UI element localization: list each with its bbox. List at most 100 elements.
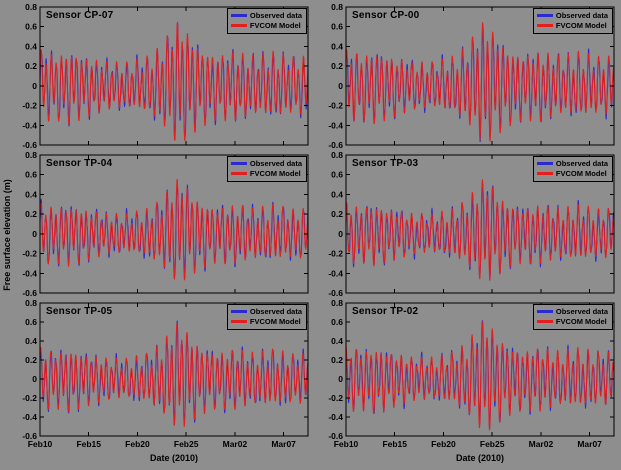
panel-title: Sensor CP-00 [352, 10, 420, 21]
model-swatch [230, 24, 247, 28]
legend: Observed data FVCOM Model [226, 304, 307, 330]
legend-row-observed: Observed data [230, 11, 302, 21]
panel-title: Sensor TP-05 [46, 306, 113, 317]
model-line [39, 21, 309, 141]
model-swatch [536, 172, 553, 176]
panel-title: Sensor TP-03 [352, 158, 419, 169]
legend-model-label: FVCOM Model [249, 20, 301, 30]
y-tick-label: -0.6 [22, 431, 37, 441]
y-tick-label: 0.4 [25, 336, 37, 346]
panel-sensor-tp-05: Feb10 Feb15 Feb20 Feb25 Mar02 Mar07 0.8 0.6 0.4 0… [13, 298, 313, 468]
x-tick-label: Feb20 [431, 439, 456, 449]
panel-title: Sensor TP-04 [46, 158, 113, 169]
x-tick-label: Feb15 [382, 439, 407, 449]
legend: Observed data FVCOM Model [226, 8, 307, 34]
model-swatch [536, 320, 553, 324]
legend-model-label: FVCOM Model [249, 316, 301, 326]
y-tick-label: 0.6 [25, 22, 37, 32]
y-tick-label: 0.8 [25, 298, 37, 308]
legend-row-model: FVCOM Model [536, 317, 608, 327]
y-tick-label: 0.6 [331, 22, 343, 32]
x-tick-label: Mar07 [577, 439, 602, 449]
y-tick-label: -0.2 [22, 249, 37, 259]
panel-sensor-tp-03: 0.8 0.6 0.4 0.2 0 -0.2 -0.4 -0.6 Sensor TP-03 O… [319, 150, 619, 298]
y-tick-label: -0.6 [328, 288, 343, 298]
x-axis-label: Date (2010) [456, 453, 504, 463]
y-tick-label: -0.4 [328, 120, 343, 130]
y-tick-label: 0.6 [331, 317, 343, 327]
y-tick-label: -0.6 [328, 431, 343, 441]
legend-row-observed: Observed data [536, 159, 608, 169]
y-tick-label: -0.2 [22, 393, 37, 403]
model-swatch [536, 24, 553, 28]
plot-area: Feb10 Feb15 Feb20 Feb25 Mar02 Mar07 0.8 0.6 0.4 0… [328, 298, 615, 463]
x-tick-label: Feb25 [174, 439, 199, 449]
y-tick-label: 0 [32, 374, 37, 384]
model-swatch [230, 172, 247, 176]
x-tick-label: Feb10 [334, 439, 359, 449]
legend-row-model: FVCOM Model [230, 20, 302, 31]
y-tick-label: 0.4 [331, 336, 343, 346]
model-swatch [230, 320, 247, 324]
y-tick-label: -0.6 [22, 288, 37, 298]
observed-swatch [536, 162, 553, 166]
y-tick-label: 0.6 [25, 317, 37, 327]
observed-swatch [230, 310, 247, 314]
y-tick-label: -0.4 [22, 412, 37, 422]
axes-box [39, 6, 309, 146]
observed-swatch [230, 14, 247, 18]
y-tick-label: -0.6 [22, 140, 37, 150]
y-tick-label: 0.8 [331, 150, 343, 160]
plot-area: 0.8 0.6 0.4 0.2 0 -0.2 -0.4 -0.6 [22, 2, 309, 150]
panel-sensor-cp-00: 0.8 0.6 0.4 0.2 0 -0.2 -0.4 -0.6 Sensor CP-00 O… [319, 2, 619, 150]
model-line [345, 320, 615, 431]
model-line [39, 178, 309, 281]
model-line [345, 22, 615, 142]
x-tick-label: Feb20 [125, 439, 150, 449]
y-tick-label: -0.4 [22, 120, 37, 130]
legend-observed-label: Observed data [555, 11, 608, 20]
axes-box [39, 154, 309, 294]
x-tick-label: Mar07 [271, 439, 296, 449]
y-tick-label: 0.6 [331, 170, 343, 180]
panel-title: Sensor CP-07 [46, 10, 114, 21]
panel-title: Sensor TP-02 [352, 306, 419, 317]
legend-row-model: FVCOM Model [536, 169, 608, 179]
legend-row-observed: Observed data [230, 159, 302, 169]
y-tick-label: 0.2 [25, 355, 37, 365]
y-tick-label: 0.2 [25, 209, 37, 219]
model-line [345, 179, 615, 281]
legend-model-label: FVCOM Model [555, 20, 607, 30]
legend-row-model: FVCOM Model [230, 316, 302, 327]
model-line [39, 323, 309, 427]
legend: Observed data FVCOM Model [532, 304, 613, 330]
observed-swatch [536, 310, 553, 314]
legend-row-observed: Observed data [536, 11, 608, 21]
y-tick-label: -0.6 [328, 140, 343, 150]
panel-sensor-tp-02: Feb10 Feb15 Feb20 Feb25 Mar02 Mar07 0.8 0.6 0.4 0… [319, 298, 619, 468]
legend-observed-label: Observed data [555, 159, 608, 168]
plot-area: 0.8 0.6 0.4 0.2 0 -0.2 -0.4 -0.6 [328, 2, 615, 150]
y-axis-label: Free surface elevation (m) [2, 179, 12, 291]
axes-box [345, 154, 615, 294]
y-tick-label: 0 [338, 81, 343, 91]
axes-box [39, 302, 309, 437]
plot-area: 0.8 0.6 0.4 0.2 0 -0.2 -0.4 -0.6 [328, 150, 615, 298]
y-tick-label: -0.2 [328, 249, 343, 259]
y-tick-label: 0.2 [331, 209, 343, 219]
y-tick-label: -0.2 [328, 393, 343, 403]
subplot-grid: 0.8 0.6 0.4 0.2 0 -0.2 -0.4 -0.6 Sensor CP-07 O… [13, 2, 619, 468]
legend-observed-label: Observed data [555, 307, 608, 316]
legend: Observed data FVCOM Model [226, 156, 307, 182]
axes-box [345, 6, 615, 146]
y-tick-label: 0.2 [25, 61, 37, 71]
legend-row-model: FVCOM Model [230, 168, 302, 179]
y-tick-label: 0.4 [331, 41, 343, 51]
y-tick-label: 0.8 [331, 298, 343, 308]
x-tick-label: Feb15 [76, 439, 101, 449]
legend-model-label: FVCOM Model [249, 168, 301, 178]
y-tick-label: 0 [32, 229, 37, 239]
plot-area: 0.8 0.6 0.4 0.2 0 -0.2 -0.4 -0.6 [22, 150, 309, 298]
y-tick-label: -0.2 [328, 101, 343, 111]
y-tick-label: 0.8 [25, 150, 37, 160]
